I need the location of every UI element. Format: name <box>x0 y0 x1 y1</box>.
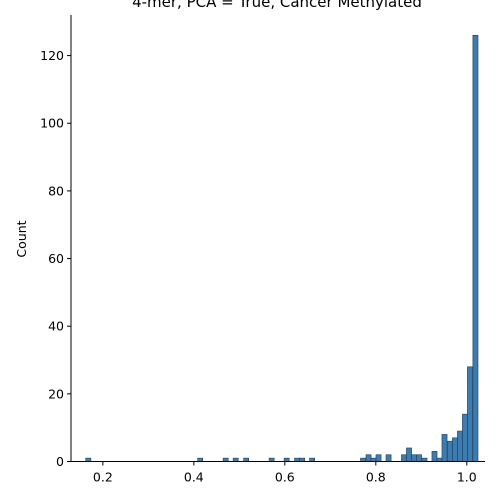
histogram-bar <box>441 434 448 462</box>
histogram-bar <box>385 454 392 462</box>
histogram-bar <box>232 457 239 462</box>
histogram-bar <box>457 430 463 462</box>
histogram-bar <box>416 454 422 462</box>
y-tick-label: 60 <box>48 251 64 266</box>
y-axis-ticks: 0 20 40 60 80 100 120 <box>40 48 71 469</box>
histogram-bar <box>421 457 428 462</box>
histogram-bar <box>309 457 315 462</box>
histogram-bar <box>452 437 458 462</box>
histogram-bar <box>447 440 453 462</box>
histogram-bar <box>85 457 92 462</box>
x-axis-ticks: 0.2 0.4 0.6 0.8 1.0 <box>93 461 477 485</box>
x-tick-label: 0.8 <box>366 470 386 485</box>
histogram-bar <box>401 454 407 462</box>
histogram-bar <box>360 457 366 462</box>
histogram-bar <box>462 413 468 462</box>
y-tick-label: 0 <box>56 454 64 469</box>
x-tick-label: 0.2 <box>93 470 113 485</box>
y-tick-label: 80 <box>48 183 64 198</box>
y-tick-label: 120 <box>40 48 64 63</box>
histogram-bar <box>467 366 473 462</box>
x-tick-label: 0.6 <box>275 470 295 485</box>
x-tick-label: 0.4 <box>184 470 204 485</box>
histogram-bar <box>436 457 443 462</box>
y-axis-label: Count <box>14 220 29 257</box>
histogram-bar <box>283 457 290 462</box>
histogram-bar <box>406 447 412 462</box>
bars-group <box>85 34 479 462</box>
x-tick-label: 1.0 <box>457 470 477 485</box>
histogram-bar <box>365 454 372 462</box>
histogram-bar <box>294 457 300 462</box>
histogram-bar <box>370 457 377 462</box>
histogram-bar <box>268 457 275 462</box>
chart-title: 4-mer, PCA = True, Cancer Methylated <box>132 0 422 11</box>
histogram-bar <box>375 454 382 462</box>
histogram-bar <box>299 457 305 462</box>
y-tick-label: 100 <box>40 116 64 131</box>
histogram-bar <box>222 457 229 462</box>
y-tick-label: 20 <box>48 386 64 401</box>
histogram-bar <box>197 457 204 462</box>
histogram-bar <box>411 454 417 462</box>
y-tick-label: 40 <box>48 319 64 334</box>
histogram-bar <box>243 457 250 462</box>
histogram-bar <box>431 451 438 462</box>
histogram-bar <box>472 34 479 462</box>
